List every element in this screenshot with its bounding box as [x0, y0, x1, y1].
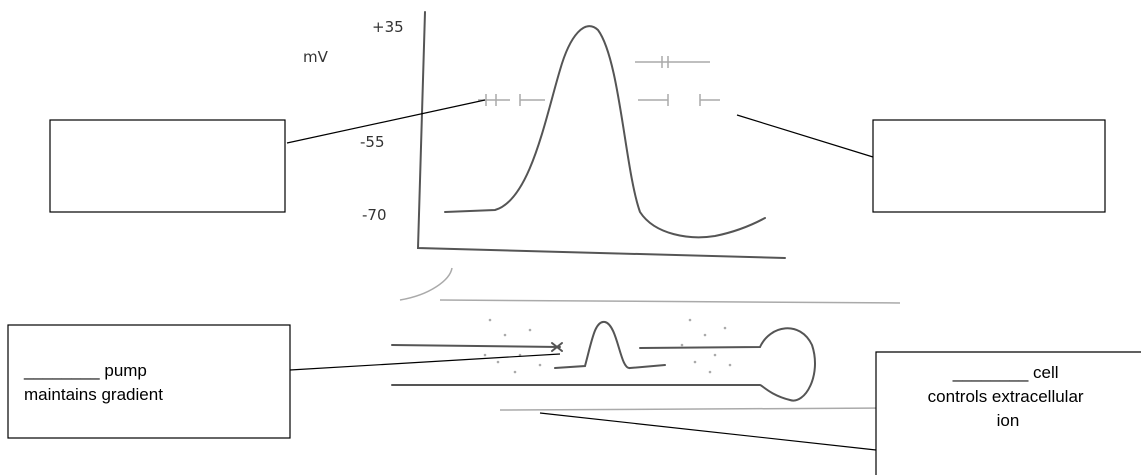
- label-box: [872, 119, 1106, 213]
- box-line: controls extracellular: [928, 387, 1084, 406]
- box-text: ________ pump maintains gradient: [23, 361, 163, 404]
- label-box: [49, 119, 286, 213]
- box-line: ion: [997, 411, 1020, 430]
- action-potential-curve: [444, 25, 766, 239]
- box-line: ________ pump: [23, 361, 147, 380]
- connector: [289, 353, 561, 371]
- box-line: ________ cell: [952, 363, 1059, 382]
- label-box: [7, 324, 291, 439]
- threshold-marks: [478, 56, 720, 106]
- box-line: maintains gradient: [24, 385, 163, 404]
- y-label-mid: -55: [360, 133, 385, 151]
- connector: [539, 412, 877, 451]
- box-text: ________ cell controls extracellular ion: [928, 363, 1089, 430]
- y-unit: mV: [303, 48, 329, 66]
- connector: [736, 114, 874, 158]
- graph-axes: [416, 11, 786, 259]
- y-label-bottom: -70: [362, 206, 387, 224]
- label-box: [875, 351, 1141, 475]
- y-label-top: +35: [372, 18, 404, 36]
- connector: [286, 99, 486, 144]
- axon: [391, 267, 901, 411]
